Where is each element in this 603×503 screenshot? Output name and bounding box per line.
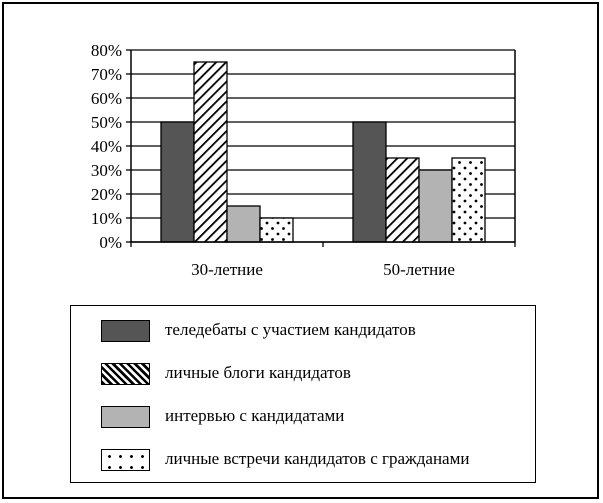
bar bbox=[451, 157, 486, 243]
y-tick-label: 70% bbox=[91, 65, 122, 84]
legend-label: личные блоги кандидатов bbox=[165, 363, 351, 382]
legend: теледебаты с участием кандидатов личные б… bbox=[70, 305, 536, 483]
x-category-label: 30-летние bbox=[191, 260, 263, 279]
legend-swatch bbox=[101, 320, 150, 342]
legend-label: интервью с кандидатами bbox=[165, 406, 345, 425]
plot-area: 0% 10% 20% 30% 40% 50% 60% 70% 80% 30-летние 50-ле… bbox=[91, 41, 516, 279]
legend-label: личные встречи кандидатов с гражданами bbox=[165, 449, 470, 468]
y-tick-label: 50% bbox=[91, 113, 122, 132]
legend-swatch bbox=[101, 363, 150, 385]
bar bbox=[352, 121, 387, 243]
bar bbox=[160, 121, 195, 243]
y-tick-label: 10% bbox=[91, 209, 122, 228]
y-tick-label: 20% bbox=[91, 185, 122, 204]
legend-label: теледебаты с участием кандидатов bbox=[165, 320, 416, 339]
legend-swatch bbox=[101, 449, 150, 471]
bar bbox=[193, 61, 228, 243]
bar bbox=[418, 169, 453, 243]
y-tick-label: 30% bbox=[91, 161, 122, 180]
legend-swatch bbox=[101, 406, 150, 428]
x-category-label: 50-летние bbox=[383, 260, 455, 279]
bar bbox=[226, 205, 261, 243]
bar bbox=[385, 157, 420, 243]
y-tick-label: 40% bbox=[91, 137, 122, 156]
y-tick-label: 60% bbox=[91, 89, 122, 108]
y-tick-label: 0% bbox=[99, 233, 122, 252]
bar bbox=[259, 217, 294, 243]
y-tick-label: 80% bbox=[91, 41, 122, 60]
